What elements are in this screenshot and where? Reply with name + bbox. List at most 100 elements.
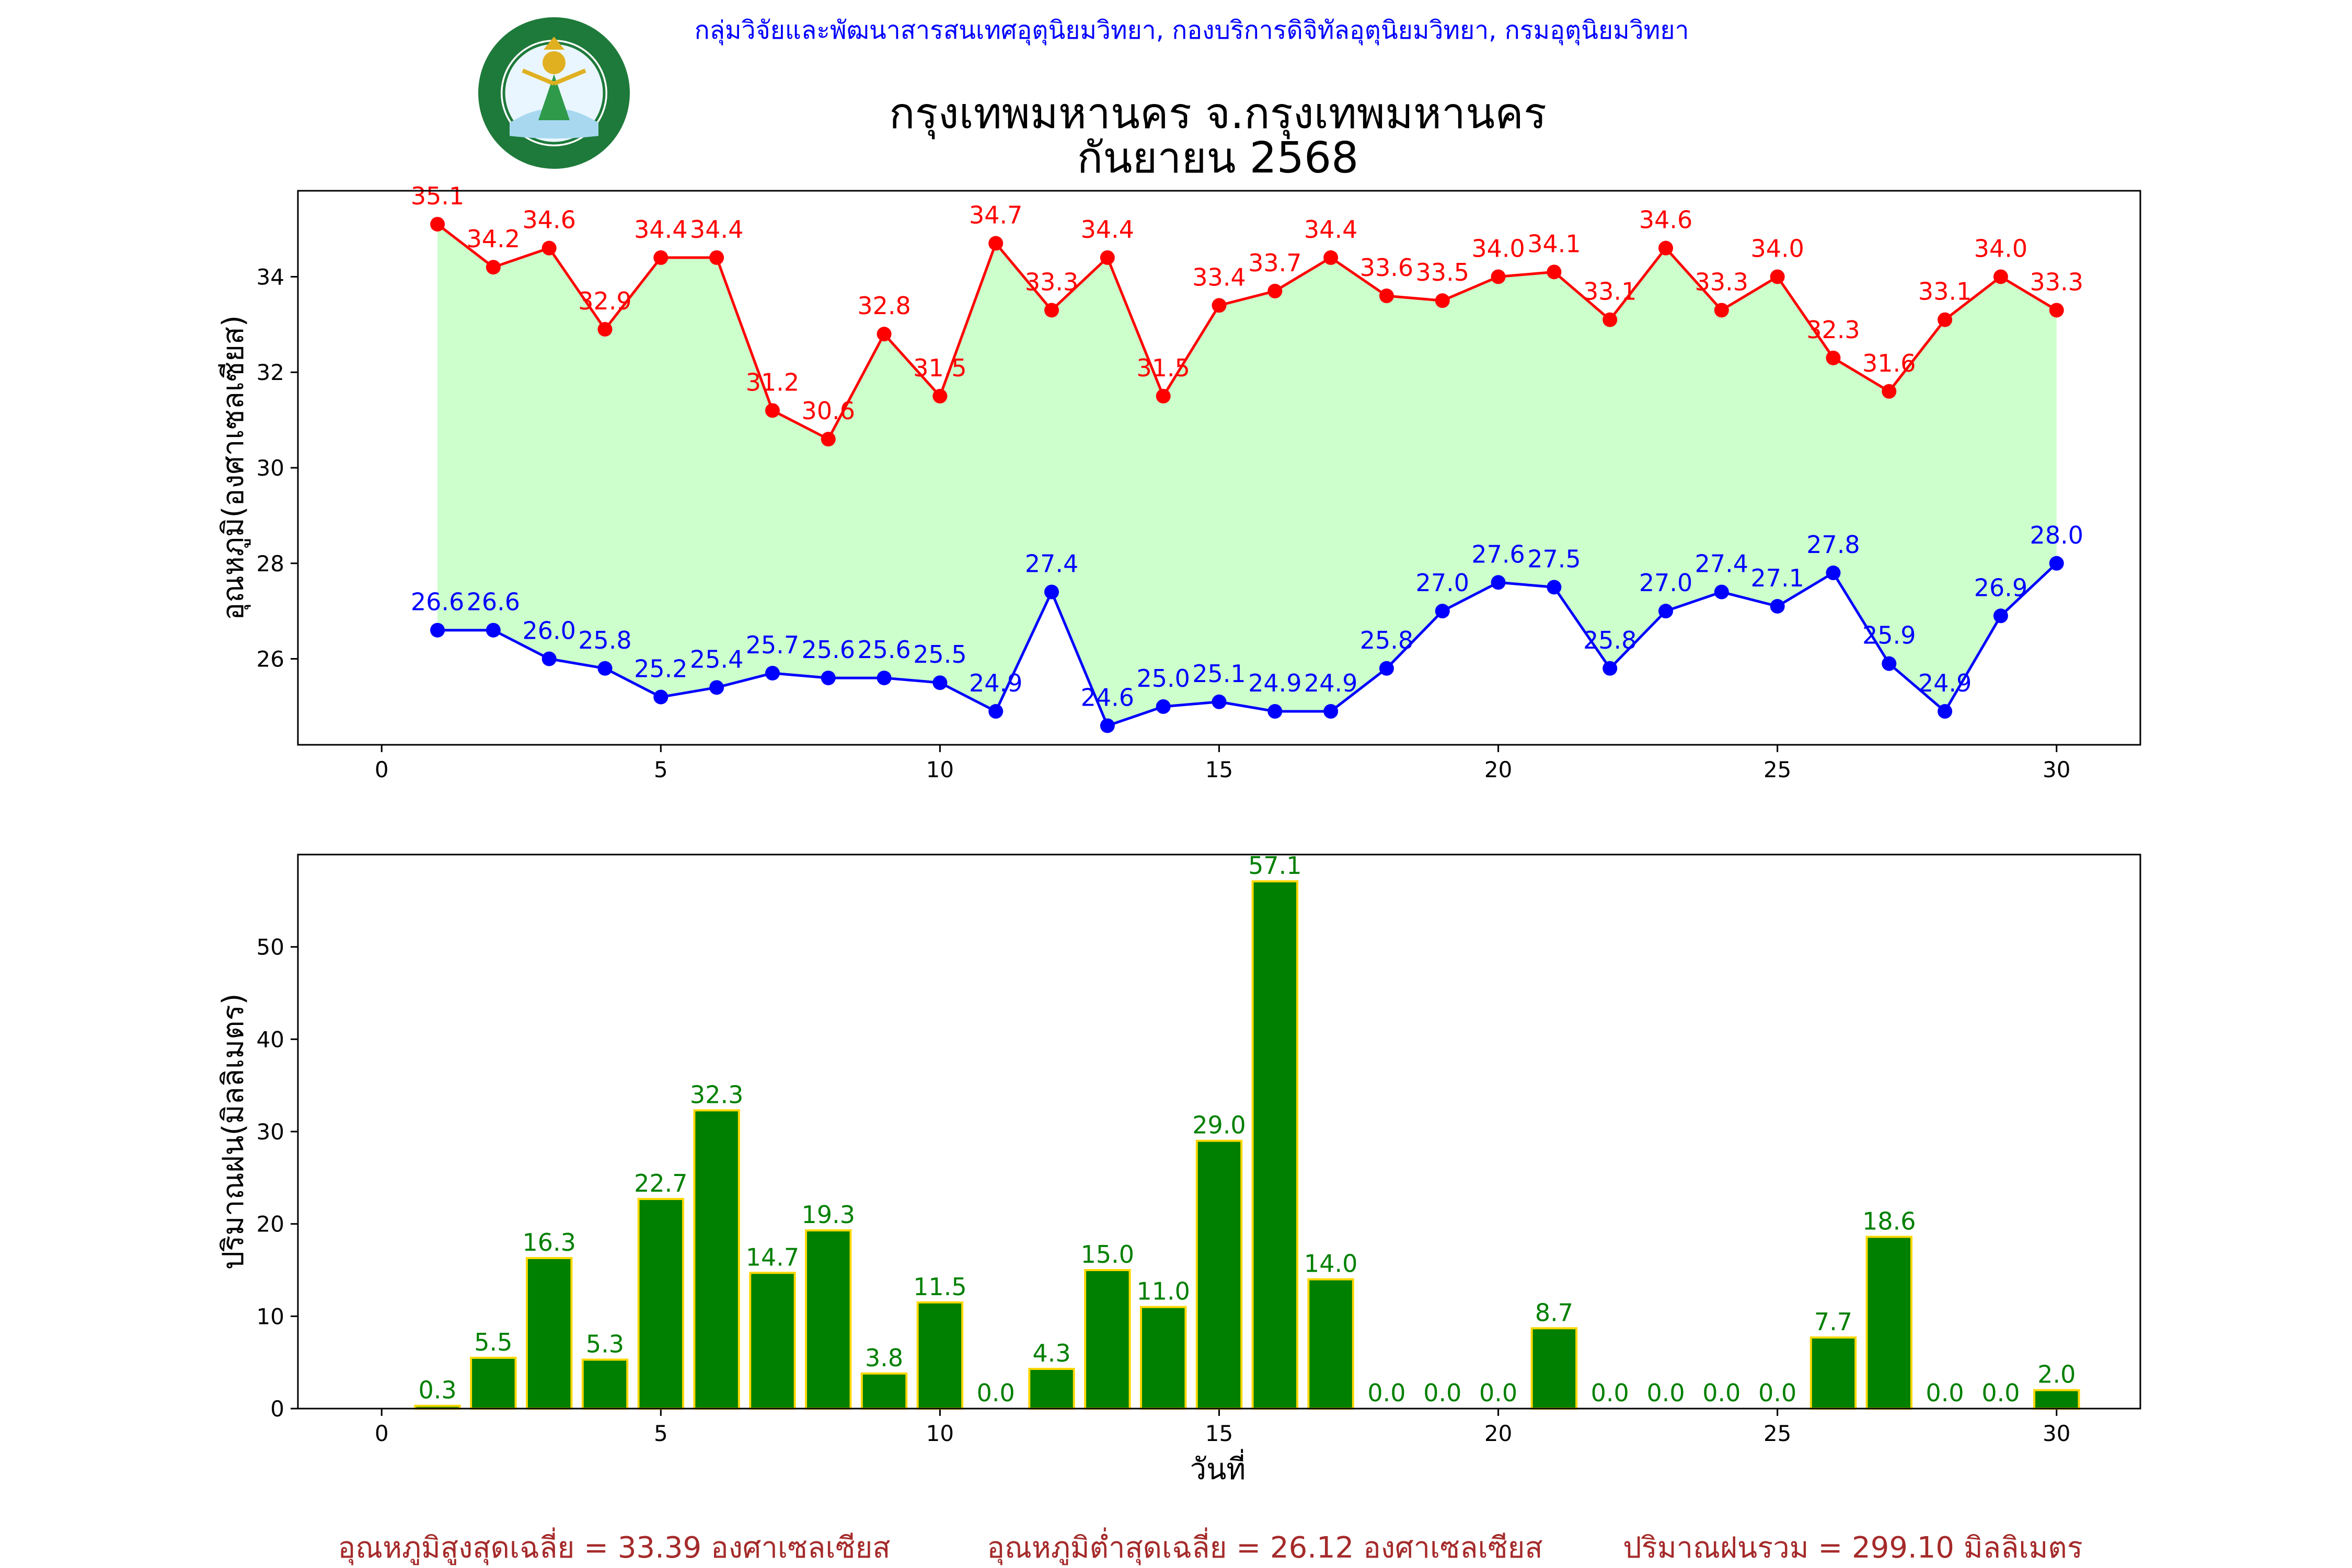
- min-temperature-point: [988, 704, 1004, 719]
- max-temperature-point: [597, 322, 613, 337]
- rainfall-bar: [1251, 880, 1299, 1410]
- rainfall-x-tick-label: 15: [1205, 1421, 1233, 1446]
- min-temperature-label: 25.8: [1360, 626, 1413, 654]
- min-temperature-point: [1212, 694, 1227, 709]
- rainfall-y-axis-label: ปริมาณฝน(มิลลิเมตร): [216, 994, 250, 1270]
- min-temperature-point: [709, 680, 724, 695]
- rainfall-value-label: 0.0: [1758, 1379, 1796, 1407]
- max-temperature-label: 34.2: [467, 225, 520, 253]
- rainfall-bar: [2033, 1389, 2080, 1410]
- max-temperature-point: [1882, 384, 1897, 399]
- rainfall-x-tick-label: 5: [654, 1421, 668, 1446]
- rainfall-bar: [749, 1272, 796, 1410]
- rainfall-value-label: 15.0: [1081, 1240, 1134, 1269]
- max-temperature-label: 31.5: [913, 354, 966, 382]
- min-temperature-point: [1770, 599, 1785, 614]
- min-temperature-label: 24.9: [1304, 669, 1357, 697]
- rainfall-bar: [1865, 1236, 1913, 1410]
- max-temperature-label: 32.8: [857, 292, 910, 320]
- rainfall-value-label: 4.3: [1032, 1339, 1070, 1367]
- min-temperature-label: 27.8: [1806, 531, 1860, 559]
- max-temperature-label: 33.1: [1918, 278, 1971, 306]
- min-temperature-point: [1882, 656, 1897, 671]
- max-temperature-point: [430, 216, 445, 232]
- max-temperature-point: [988, 236, 1004, 251]
- max-temperature-point: [1770, 269, 1785, 284]
- max-temperature-point: [1826, 350, 1841, 365]
- min-temperature-label: 24.9: [969, 669, 1022, 697]
- min-temperature-label: 24.9: [1248, 669, 1301, 697]
- min-temperature-label: 26.0: [522, 617, 575, 645]
- min-temperature-label: 27.0: [1416, 569, 1469, 597]
- max-temperature-point: [1212, 298, 1227, 313]
- max-temperature-label: 34.0: [1750, 234, 1804, 262]
- max-temperature-label: 34.4: [690, 215, 743, 244]
- average-min-temperature: อุณหภูมิต่ำสุดเฉลี่ย = 26.12 องศาเซลเซีย…: [987, 1527, 1542, 1565]
- max-temperature-label: 34.4: [634, 215, 687, 244]
- rainfall-value-label: 0.0: [1479, 1379, 1517, 1407]
- rainfall-value-label: 14.7: [746, 1243, 799, 1271]
- rainfall-bars: [414, 880, 2080, 1410]
- max-temperature-point: [1100, 250, 1115, 265]
- temperature-points: [430, 216, 2064, 733]
- min-temperature-point: [1156, 699, 1171, 714]
- max-temperature-point: [821, 432, 836, 447]
- rainfall-value-label: 32.3: [690, 1080, 743, 1109]
- max-temperature-label: 33.6: [1360, 253, 1413, 282]
- max-temperature-point: [1491, 269, 1506, 284]
- min-temperature-label: 27.0: [1639, 569, 1692, 597]
- rainfall-x-tick-label: 25: [1763, 1421, 1791, 1446]
- min-temperature-label: 24.6: [1081, 683, 1134, 711]
- min-temperature-point: [1826, 566, 1841, 581]
- rainfall-value-label: 2.0: [2037, 1361, 2076, 1389]
- rainfall-plot-frame: [297, 854, 2141, 1410]
- total-rainfall: ปริมาณฝนรวม = 299.10 มิลลิเมตร: [1623, 1531, 2083, 1565]
- max-temperature-label: 34.1: [1527, 229, 1581, 258]
- rainfall-value-label: 18.6: [1862, 1207, 1916, 1235]
- meteorological-department-logo: [478, 17, 630, 169]
- min-temperature-label: 25.9: [1862, 621, 1916, 650]
- rainfall-value-label: 3.8: [865, 1344, 903, 1372]
- rainfall-bar: [916, 1301, 964, 1410]
- rainfall-value-label: 0.0: [1646, 1379, 1685, 1407]
- chart-title-line-2: กันยายน 2568: [1077, 133, 1359, 183]
- rainfall-x-tick-label: 20: [1484, 1421, 1512, 1446]
- max-temperature-point: [1714, 303, 1729, 318]
- temperature-x-tick-label: 10: [926, 757, 954, 782]
- min-temperature-label: 26.9: [1974, 573, 2027, 602]
- rainfall-value-label: 0.0: [977, 1379, 1015, 1407]
- min-temperature-label: 27.5: [1527, 545, 1581, 573]
- max-temperature-point: [932, 388, 948, 403]
- rainfall-value-label: 19.3: [802, 1201, 855, 1229]
- rainfall-value-label: 57.1: [1248, 851, 1301, 880]
- min-temperature-label: 25.8: [1583, 626, 1636, 654]
- min-temperature-point: [430, 622, 445, 638]
- rainfall-y-tick-label: 10: [257, 1304, 284, 1329]
- rainfall-value-label: 29.0: [1192, 1111, 1246, 1139]
- temperature-y-tick-label: 30: [257, 455, 284, 481]
- rainfall-bar: [805, 1229, 852, 1410]
- min-temperature-label: 25.6: [857, 636, 910, 664]
- max-temperature-point: [1938, 312, 1953, 327]
- rainfall-x-axis-label: วันที่: [1190, 1449, 1246, 1486]
- max-temperature-point: [2049, 303, 2064, 318]
- rainfall-value-label: 16.3: [522, 1228, 575, 1256]
- rainfall-value-label: 0.0: [1981, 1379, 2020, 1407]
- min-temperature-point: [1044, 584, 1059, 599]
- rainfall-bar: [860, 1372, 908, 1410]
- temperature-plot-frame: [297, 190, 2141, 746]
- min-temperature-label: 25.5: [913, 640, 966, 668]
- rainfall-bar: [581, 1358, 629, 1410]
- min-temperature-label: 28.0: [2030, 521, 2083, 549]
- min-temperature-point: [1435, 604, 1450, 619]
- agency-line: กลุ่มวิจัยและพัฒนาสารสนเทศอุตุนิยมวิทยา,…: [695, 16, 1689, 45]
- rainfall-bar: [1139, 1306, 1187, 1410]
- min-temperature-point: [1267, 704, 1283, 719]
- temperature-x-tick-label: 0: [375, 757, 389, 782]
- rainfall-bar: [1307, 1278, 1354, 1410]
- rainfall-value-label: 11.0: [1136, 1277, 1190, 1306]
- rainfall-x-tick-label: 30: [2043, 1421, 2070, 1446]
- rainfall-bar: [525, 1257, 573, 1410]
- max-temperature-label: 32.9: [578, 287, 631, 315]
